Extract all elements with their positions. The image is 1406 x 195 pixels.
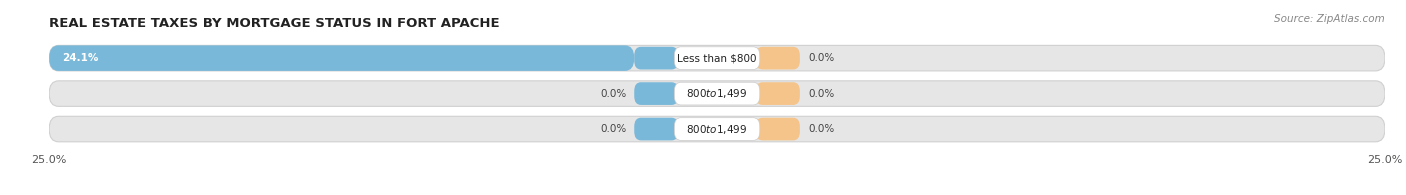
- Text: $800 to $1,499: $800 to $1,499: [686, 122, 748, 136]
- Text: 0.0%: 0.0%: [808, 89, 834, 99]
- FancyBboxPatch shape: [634, 47, 678, 69]
- Text: $800 to $1,499: $800 to $1,499: [686, 87, 748, 100]
- Text: 0.0%: 0.0%: [600, 124, 626, 134]
- FancyBboxPatch shape: [756, 47, 800, 69]
- Text: 0.0%: 0.0%: [808, 53, 834, 63]
- FancyBboxPatch shape: [675, 82, 759, 105]
- Text: 0.0%: 0.0%: [600, 89, 626, 99]
- Text: 24.1%: 24.1%: [63, 53, 98, 63]
- FancyBboxPatch shape: [49, 45, 634, 71]
- FancyBboxPatch shape: [634, 118, 678, 140]
- FancyBboxPatch shape: [675, 118, 759, 140]
- Text: 0.0%: 0.0%: [808, 124, 834, 134]
- FancyBboxPatch shape: [49, 116, 1385, 142]
- FancyBboxPatch shape: [756, 82, 800, 105]
- Text: Less than $800: Less than $800: [678, 53, 756, 63]
- Text: REAL ESTATE TAXES BY MORTGAGE STATUS IN FORT APACHE: REAL ESTATE TAXES BY MORTGAGE STATUS IN …: [49, 17, 501, 30]
- FancyBboxPatch shape: [634, 82, 678, 105]
- FancyBboxPatch shape: [49, 81, 1385, 106]
- FancyBboxPatch shape: [756, 118, 800, 140]
- Text: Source: ZipAtlas.com: Source: ZipAtlas.com: [1274, 14, 1385, 24]
- FancyBboxPatch shape: [49, 45, 1385, 71]
- FancyBboxPatch shape: [675, 47, 759, 69]
